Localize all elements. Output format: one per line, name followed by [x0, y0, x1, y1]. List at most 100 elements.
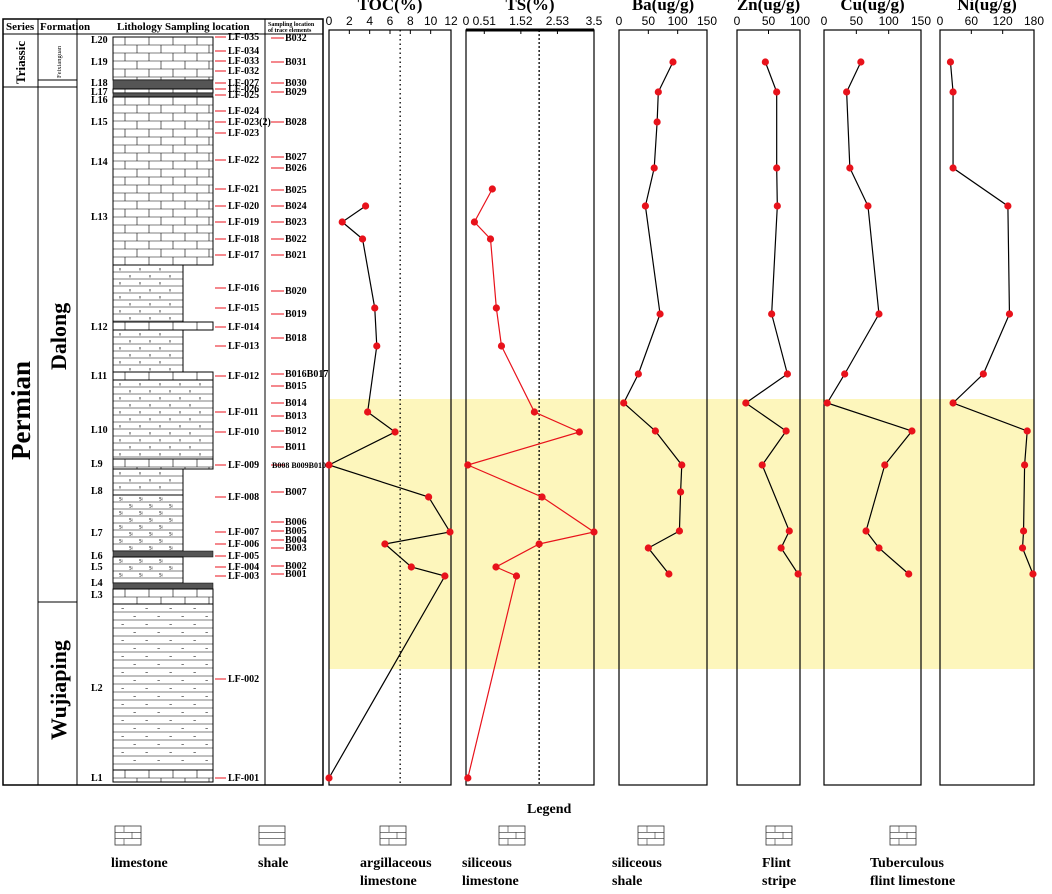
- rock-sample-label: LF-018: [228, 234, 259, 245]
- data-point: [362, 202, 370, 210]
- legend-label: limestone: [462, 874, 519, 889]
- siliceous-shale-symbol: Si: [129, 532, 133, 537]
- legend-swatch: [889, 825, 917, 846]
- argillaceous-symbol: ⌣: [157, 694, 160, 700]
- data-point: [841, 370, 849, 378]
- trace-sample-label: B023: [285, 217, 307, 228]
- legend-label: Flint: [762, 856, 791, 871]
- siliceous-shale-symbol: ıı: [139, 410, 141, 415]
- siliceous-shale-symbol: ıı: [159, 332, 161, 337]
- trace-sample-label: B014: [285, 398, 307, 409]
- siliceous-shale-symbol: ıı: [119, 281, 121, 286]
- siliceous-shale-symbol: Si: [129, 518, 133, 523]
- rock-sample-label: LF-004: [228, 562, 259, 573]
- argillaceous-symbol: ⌣: [205, 742, 208, 748]
- argillaceous-symbol: ⌣: [181, 678, 184, 684]
- panel-frame: [823, 29, 922, 786]
- argillaceous-symbol: ⌣: [133, 646, 136, 652]
- argillaceous-symbol: ⌣: [205, 726, 208, 732]
- siliceous-shale-symbol: Si: [169, 518, 173, 523]
- argillaceous-symbol: ⌣: [205, 694, 208, 700]
- siliceous-shale-symbol: ıı: [139, 452, 141, 457]
- x-tick-label: 3.5: [586, 14, 603, 28]
- layer-label: L16: [91, 95, 108, 106]
- siliceous-shale-symbol: ıı: [119, 410, 121, 415]
- argillaceous-symbol: ⌣: [121, 638, 124, 644]
- siliceous-shale-symbol: ıı: [159, 346, 161, 351]
- data-point: [656, 310, 664, 318]
- x-tick-label: 120: [993, 14, 1013, 28]
- argillaceous-symbol: ⌣: [133, 726, 136, 732]
- argillaceous-symbol: ⌣: [181, 726, 184, 732]
- siliceous-shale-symbol: ıı: [169, 417, 171, 422]
- shale-bed: Si Si Si Si Si Si Si Si Si: [112, 556, 184, 584]
- legend-item: shale: [258, 825, 288, 871]
- argillaceous-symbol: ⌣: [193, 622, 196, 628]
- siliceous-shale-symbol: ıı: [179, 410, 181, 415]
- argillaceous-symbol: ⌣: [145, 622, 148, 628]
- layer-label: L17: [91, 87, 108, 98]
- data-point: [949, 399, 957, 407]
- trace-sample-label: B007: [285, 487, 307, 498]
- siliceous-shale-symbol: ıı: [159, 309, 161, 314]
- x-tick-label: 100: [668, 14, 688, 28]
- data-point: [843, 88, 851, 96]
- x-tick-label: 150: [697, 14, 717, 28]
- x-tick-label: 8: [407, 14, 414, 28]
- siliceous-shale-symbol: ıı: [139, 309, 141, 314]
- data-point: [665, 570, 673, 578]
- argillaceous-symbol: ⌣: [133, 630, 136, 636]
- siliceous-shale-symbol: ıı: [129, 316, 131, 321]
- argillaceous-symbol: ⌣: [169, 622, 172, 628]
- x-tick-label: 0: [463, 14, 470, 28]
- panel-title: Zn(ug/g): [737, 0, 800, 14]
- siliceous-shale-symbol: Si: [119, 559, 123, 564]
- argillaceous-symbol: ⌣: [193, 654, 196, 660]
- siliceous-shale-symbol: ıı: [189, 417, 191, 422]
- header-trace-line2: of trace elements: [268, 28, 312, 34]
- siliceous-shale-symbol: ıı: [119, 332, 121, 337]
- data-point: [875, 544, 883, 552]
- trace-sample-label: B028: [285, 117, 307, 128]
- siliceous-shale-symbol: ıı: [139, 346, 141, 351]
- x-tick-label: 0: [326, 14, 333, 28]
- argillaceous-symbol: ⌣: [193, 670, 196, 676]
- trace-sample-label: B013: [285, 411, 307, 422]
- siliceous-shale-symbol: ıı: [159, 382, 161, 387]
- trace-sample-label: B005: [285, 526, 307, 537]
- argillaceous-symbol: ⌣: [157, 662, 160, 668]
- trace-sample-label: B015: [285, 381, 307, 392]
- data-point: [486, 235, 495, 243]
- argillaceous-symbol: ⌣: [133, 662, 136, 668]
- layer-label: L1: [91, 773, 103, 784]
- data-point: [492, 304, 500, 312]
- siliceous-shale-symbol: ıı: [139, 471, 141, 476]
- siliceous-shale-symbol: ıı: [159, 452, 161, 457]
- panel-toc: 0 2 4 6 8 10 12 TOC(%): [325, 0, 458, 786]
- data-point: [677, 488, 685, 496]
- rock-sample-label: LF-034: [228, 46, 259, 57]
- legend-swatch: [498, 825, 526, 846]
- argillaceous-symbol: ⌣: [181, 662, 184, 668]
- siliceous-shale-symbol: ıı: [139, 382, 141, 387]
- trace-sample-label: B008 B009B010: [272, 461, 326, 470]
- siliceous-shale-symbol: ıı: [189, 389, 191, 394]
- siliceous-shale-symbol: ıı: [139, 396, 141, 401]
- argillaceous-symbol: ⌣: [145, 686, 148, 692]
- data-point: [590, 528, 598, 536]
- legend-swatch: [258, 825, 286, 846]
- argillaceous-symbol: ⌣: [145, 606, 148, 612]
- siliceous-shale-symbol: ıı: [159, 267, 161, 272]
- argillaceous-symbol: ⌣: [205, 630, 208, 636]
- data-point: [777, 544, 785, 552]
- legend-swatch: [637, 825, 665, 846]
- argillaceous-symbol: ⌣: [145, 734, 148, 740]
- siliceous-shale-symbol: ıı: [169, 353, 171, 358]
- argillaceous-symbol: ⌣: [121, 622, 124, 628]
- siliceous-shale-symbol: ıı: [169, 274, 171, 279]
- rock-sample-label: LF-025: [228, 90, 259, 101]
- data-point: [538, 493, 546, 501]
- trace-sample-label: B003: [285, 543, 307, 554]
- siliceous-shale-symbol: ıı: [119, 396, 121, 401]
